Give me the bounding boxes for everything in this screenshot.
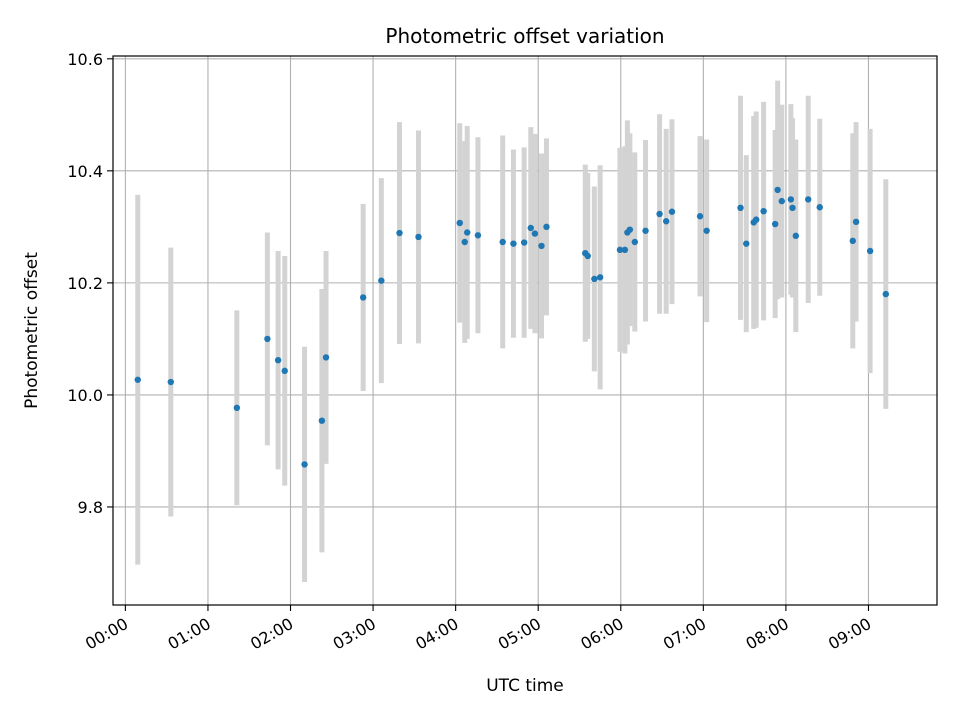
data-point [499,238,506,246]
data-point [591,275,598,283]
data-point [134,376,141,383]
data-point [696,213,704,220]
data-point [760,207,767,215]
data-point [642,227,649,234]
data-point [378,277,385,284]
plot-frame [112,55,938,606]
y-tick-label: 10.6 [67,50,103,69]
data-point [233,404,241,412]
data-point [456,219,463,227]
y-tick-label: 10.0 [67,386,103,405]
data-point [510,240,517,247]
data-point [474,232,482,239]
data-point [264,335,271,343]
data-point [752,216,760,223]
data-point [527,224,534,232]
data-points [134,186,890,468]
data-point [616,246,624,254]
data-point [703,227,710,234]
data-point [662,218,670,225]
data-point [621,246,629,254]
chart-title: Photometric offset variation [385,24,664,48]
data-point [596,274,604,281]
data-point [538,242,545,250]
data-point [359,294,367,301]
data-point [852,218,860,226]
data-point [464,229,471,236]
data-point [631,238,639,246]
data-point [281,367,288,375]
data-point [816,204,823,211]
data-point [737,204,744,212]
data-point [584,252,591,260]
data-point [167,378,174,386]
data-point [882,290,890,298]
data-point [626,226,634,233]
data-point [743,240,750,247]
data-point [668,208,676,215]
data-point [866,247,874,255]
y-tick-label: 10.2 [67,274,103,293]
data-point [318,417,326,424]
data-point [804,196,812,203]
data-point [520,239,528,246]
data-point [415,233,422,241]
data-point [787,196,795,203]
y-tick-label: 9.8 [78,498,103,517]
y-axis-label: Photometric offset [22,252,42,409]
data-point [531,230,539,237]
data-point [771,220,779,228]
data-point [543,223,550,231]
data-point [322,354,330,361]
data-point [792,232,800,240]
x-axis-label: UTC time [486,676,564,696]
data-point [778,197,785,205]
y-axis-ticks: 9.8 10.0 10.2 10.4 10.6 [67,50,113,517]
data-point [301,461,308,468]
data-point [461,238,468,246]
y-tick-label: 10.4 [67,162,103,181]
data-point [656,210,663,218]
data-point [774,186,781,194]
data-point [396,229,403,237]
data-point [849,237,856,245]
data-point [274,356,282,364]
data-point [789,204,796,212]
